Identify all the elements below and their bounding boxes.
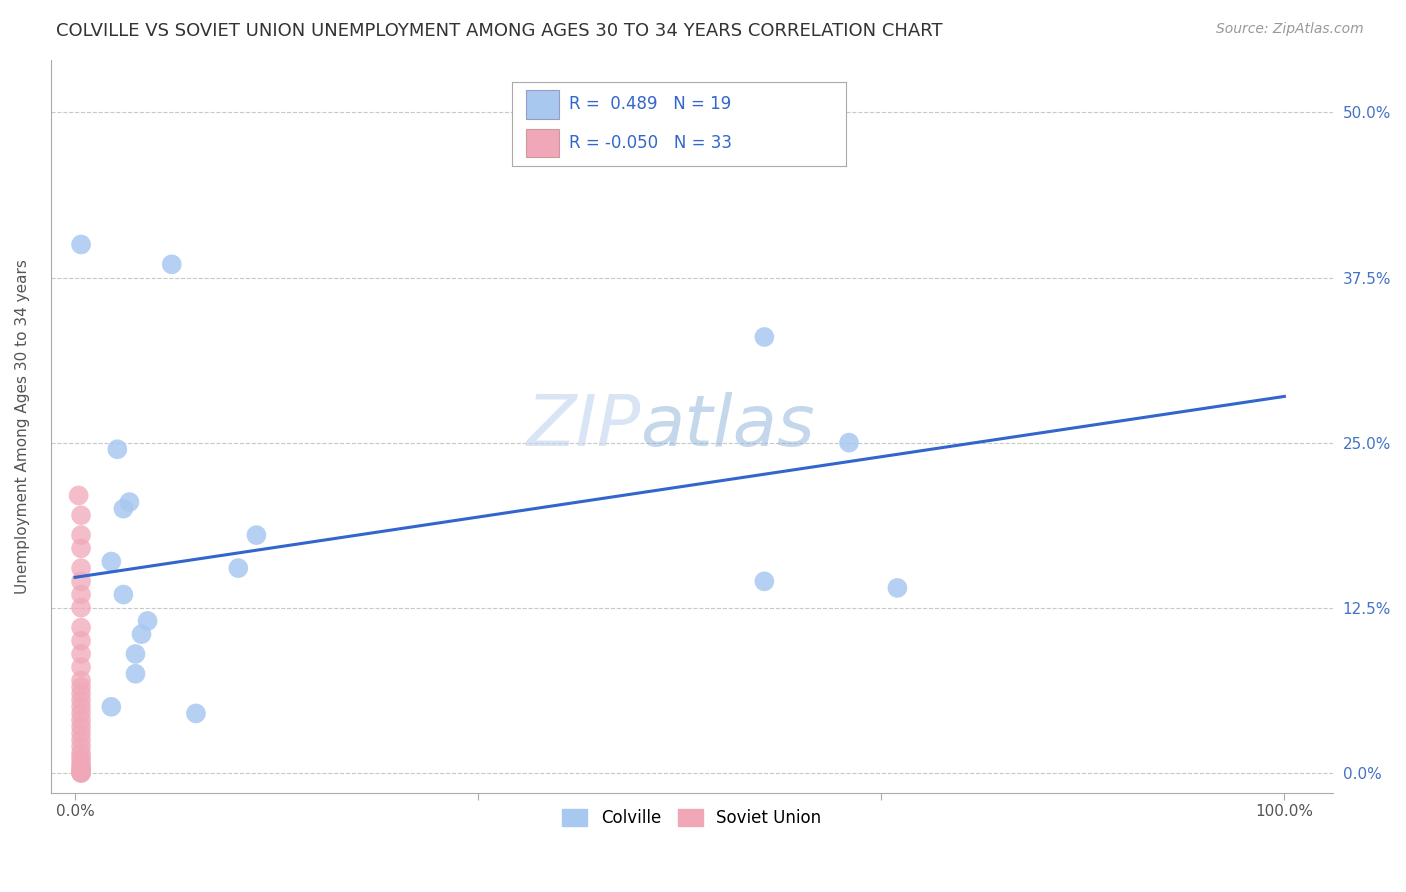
Point [70, 561, 93, 575]
Point [70, 760, 93, 774]
Point [838, 435, 860, 450]
Point [118, 495, 141, 509]
Point [112, 588, 135, 602]
Text: atlas: atlas [641, 392, 815, 460]
Point [70, 765, 93, 780]
Point [112, 501, 135, 516]
Point [70, 588, 93, 602]
Point [70, 746, 93, 760]
Point [105, 442, 128, 457]
Point [100, 699, 122, 714]
Point [70, 633, 93, 648]
Legend: Colville, Soviet Union: Colville, Soviet Union [554, 801, 830, 836]
Point [70, 720, 93, 734]
Point [124, 647, 146, 661]
Point [70, 739, 93, 754]
Point [70, 541, 93, 556]
Point [160, 257, 183, 271]
Point [245, 528, 267, 542]
Point [70, 528, 93, 542]
Point [70, 699, 93, 714]
Point [100, 554, 122, 568]
Point [70, 732, 93, 747]
Text: ZIP: ZIP [526, 392, 641, 460]
Point [70, 764, 93, 779]
Point [70, 765, 93, 780]
Text: COLVILLE VS SOVIET UNION UNEMPLOYMENT AMONG AGES 30 TO 34 YEARS CORRELATION CHAR: COLVILLE VS SOVIET UNION UNEMPLOYMENT AM… [56, 22, 943, 40]
Y-axis label: Unemployment Among Ages 30 to 34 years: Unemployment Among Ages 30 to 34 years [15, 259, 30, 593]
Point [131, 627, 153, 641]
Point [70, 706, 93, 721]
Point [70, 765, 93, 780]
Point [754, 330, 776, 344]
Point [70, 763, 93, 777]
Point [70, 680, 93, 694]
Point [67, 488, 90, 502]
Text: Source: ZipAtlas.com: Source: ZipAtlas.com [1216, 22, 1364, 37]
Point [70, 574, 93, 589]
Point [70, 693, 93, 707]
Point [70, 673, 93, 688]
Point [70, 726, 93, 740]
Point [70, 713, 93, 727]
Point [70, 758, 93, 772]
Point [136, 614, 159, 628]
Point [886, 581, 908, 595]
Point [70, 754, 93, 768]
Point [70, 621, 93, 635]
Point [184, 706, 207, 721]
Point [124, 666, 146, 681]
Point [70, 660, 93, 674]
Point [70, 237, 93, 252]
Point [226, 561, 249, 575]
Point [70, 647, 93, 661]
Point [70, 687, 93, 701]
Point [70, 508, 93, 523]
Point [754, 574, 776, 589]
Point [70, 750, 93, 764]
Point [70, 600, 93, 615]
